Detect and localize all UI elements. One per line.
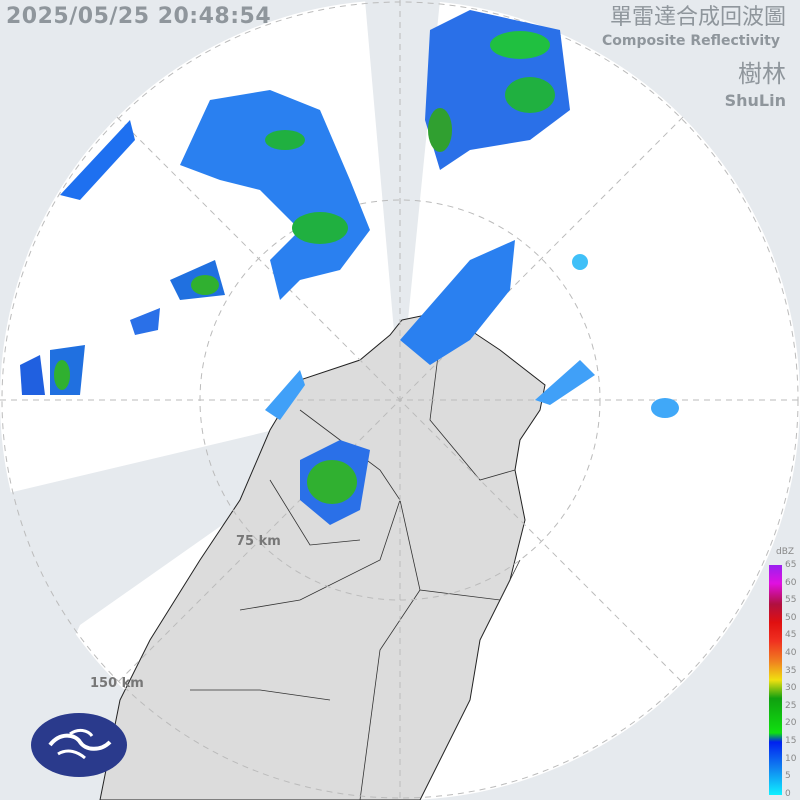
station-name-zh: 樹林 (738, 60, 786, 88)
legend-tick: 45 (785, 630, 797, 641)
legend-tick: 10 (785, 753, 797, 764)
legend-tick: 0 (785, 788, 791, 799)
cwa-logo-icon (31, 713, 127, 777)
legend-tick: 60 (785, 577, 797, 588)
legend-tick: 30 (785, 683, 797, 694)
legend-tick: 15 (785, 736, 797, 746)
legend-tick: 50 (785, 612, 797, 623)
dbz-legend: dBZ 65 60 55 50 45 40 35 30 25 20 15 10 5 0 (768, 547, 800, 799)
legend-tick: 65 (785, 560, 797, 570)
range-label-150: 150 km (90, 676, 144, 691)
legend-tick: 25 (785, 700, 797, 711)
legend-tick: 35 (785, 665, 797, 676)
legend-tick: 20 (785, 718, 797, 729)
legend-tick: 40 (785, 648, 797, 658)
radar-echoes (20, 10, 679, 525)
blocked-sector-north (365, 0, 440, 400)
taiwan-land (99, 311, 546, 800)
product-title-zh: 單雷達合成回波圖 (609, 5, 786, 30)
legend-tick: 5 (785, 771, 791, 782)
legend-tick: 55 (785, 595, 797, 606)
blocked-sector-southwest (0, 400, 400, 800)
legend-color-bar (769, 565, 782, 795)
station-name-en: ShuLin (724, 91, 786, 110)
product-title-en: Composite Reflectivity (602, 33, 780, 49)
timestamp: 2025/05/25 20:48:54 (6, 4, 272, 29)
range-label-75: 75 km (236, 534, 281, 549)
legend-unit: dBZ (776, 547, 795, 557)
